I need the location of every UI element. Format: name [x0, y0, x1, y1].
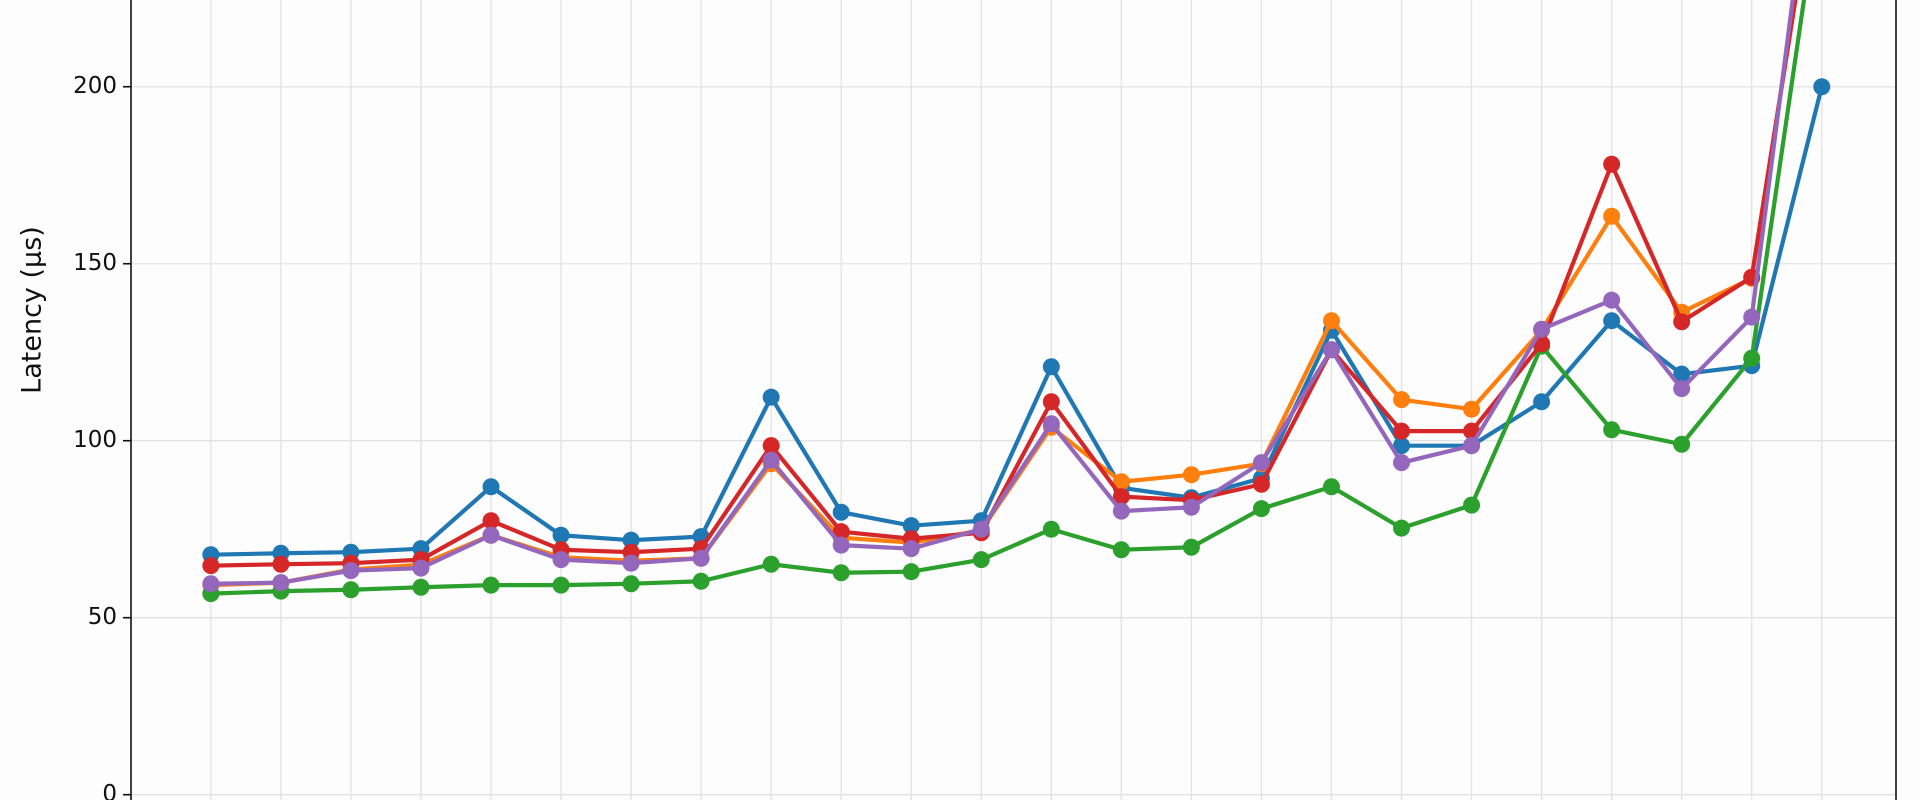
- data-point: [1463, 437, 1481, 455]
- data-point: [1112, 541, 1130, 559]
- data-point: [832, 523, 850, 541]
- data-point: [482, 526, 500, 544]
- data-point: [342, 562, 360, 580]
- data-point: [1112, 488, 1130, 506]
- series-layer: [202, 0, 1831, 603]
- data-point: [1673, 313, 1691, 331]
- data-point: [1463, 400, 1481, 418]
- data-point: [272, 555, 290, 573]
- data-point: [762, 451, 780, 469]
- data-point: [832, 503, 850, 521]
- data-point: [202, 575, 220, 593]
- data-point: [1533, 393, 1551, 411]
- data-point: [622, 531, 640, 549]
- data-point: [832, 536, 850, 554]
- data-point: [692, 572, 710, 590]
- data-point: [1673, 365, 1691, 383]
- data-point: [272, 574, 290, 592]
- data-point: [762, 555, 780, 573]
- data-point: [412, 559, 430, 577]
- data-point: [1743, 349, 1761, 367]
- data-point: [1393, 437, 1411, 455]
- data-point: [902, 563, 920, 581]
- data-point: [1813, 78, 1831, 96]
- data-point: [342, 581, 360, 599]
- data-point: [482, 576, 500, 594]
- data-point: [1042, 520, 1060, 538]
- data-point: [1603, 421, 1621, 439]
- y-tick-label: 200: [73, 73, 117, 99]
- data-point: [1252, 475, 1270, 493]
- data-point: [552, 576, 570, 594]
- data-point: [1603, 155, 1621, 173]
- data-point: [1393, 454, 1411, 472]
- data-point: [1322, 341, 1340, 359]
- y-tick-label: 50: [88, 604, 117, 630]
- y-axis-label: Latency (µs): [17, 226, 48, 394]
- data-point: [552, 551, 570, 569]
- data-point: [1042, 415, 1060, 433]
- data-point: [1743, 308, 1761, 326]
- data-point: [692, 549, 710, 567]
- data-point: [1603, 312, 1621, 330]
- data-point: [482, 478, 500, 496]
- data-point: [902, 517, 920, 535]
- data-point: [1322, 312, 1340, 330]
- data-point: [482, 512, 500, 530]
- data-point: [1393, 422, 1411, 440]
- data-point: [1463, 496, 1481, 514]
- data-point: [1182, 466, 1200, 484]
- data-point: [832, 564, 850, 582]
- data-point: [902, 540, 920, 558]
- series-line: [210, 0, 1795, 586]
- data-point: [1182, 538, 1200, 556]
- data-point: [1603, 291, 1621, 309]
- data-point: [552, 526, 570, 544]
- series-line: [210, 86, 1824, 557]
- data-point: [622, 575, 640, 593]
- data-point: [1393, 391, 1411, 409]
- y-tick-label: 0: [102, 781, 117, 800]
- data-point: [1322, 478, 1340, 496]
- y-tick-label: 100: [73, 427, 117, 453]
- data-point: [622, 554, 640, 572]
- data-point: [1112, 473, 1130, 491]
- data-point: [972, 551, 990, 569]
- data-point: [1673, 435, 1691, 453]
- data-point: [1393, 519, 1411, 537]
- series-line: [210, 0, 1807, 596]
- data-point: [1042, 393, 1060, 411]
- series-line: [210, 0, 1798, 568]
- data-point: [1182, 498, 1200, 516]
- data-point: [762, 437, 780, 455]
- data-point: [1252, 454, 1270, 472]
- data-point: [1533, 320, 1551, 338]
- y-tick-label: 150: [73, 250, 117, 276]
- data-point: [1112, 502, 1130, 520]
- data-point: [1603, 207, 1621, 225]
- data-point: [1252, 500, 1270, 518]
- data-point: [762, 388, 780, 406]
- plot-area: [131, 0, 1896, 800]
- data-point: [202, 557, 220, 575]
- data-point: [1042, 358, 1060, 376]
- data-point: [972, 520, 990, 538]
- data-point: [1673, 380, 1691, 398]
- data-point: [412, 578, 430, 596]
